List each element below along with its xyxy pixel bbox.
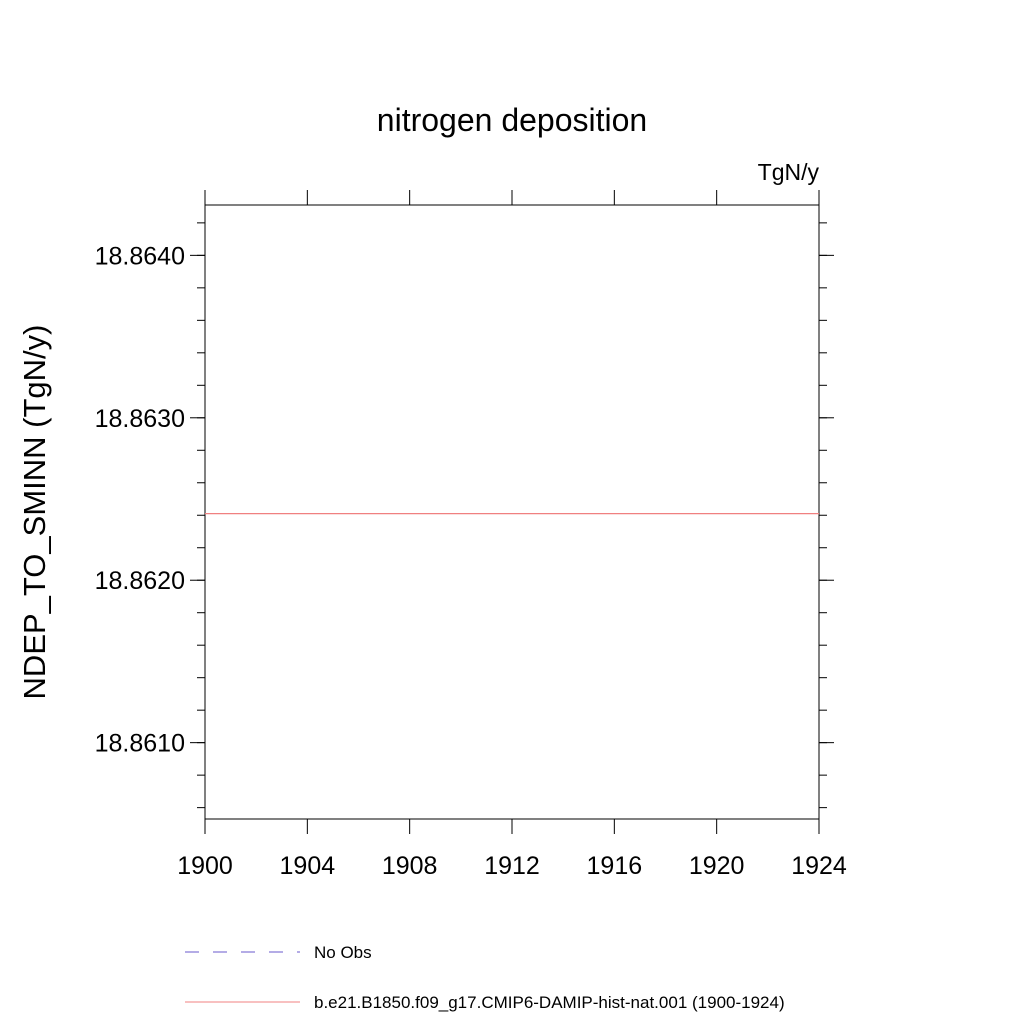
- x-tick-label-6: 1924: [791, 852, 847, 880]
- x-tick-label-5: 1920: [689, 852, 745, 880]
- y-axis-ticks: 18.8610 18.8620 18.8630 18.8640: [95, 222, 834, 809]
- x-tick-label-2: 1908: [382, 852, 438, 880]
- x-tick-label-4: 1916: [587, 852, 643, 880]
- y-tick-label-2: 18.8630: [95, 405, 185, 433]
- y-tick-label-1: 18.8620: [95, 567, 185, 595]
- x-axis-ticks: 1900 1904 1908 1912 1916 1920 1924: [177, 190, 847, 880]
- x-tick-label-3: 1912: [484, 852, 540, 880]
- x-tick-label-1: 1904: [280, 852, 336, 880]
- y-axis-label: NDEP_TO_SMINN (TgN/y): [17, 325, 52, 700]
- y-tick-label-0: 18.8610: [95, 730, 185, 758]
- plot-frame: [204, 204, 820, 820]
- chart-title: nitrogen deposition: [377, 102, 647, 138]
- units-label: TgN/y: [758, 159, 820, 185]
- y-tick-label-3: 18.8640: [95, 242, 185, 270]
- legend: No Obs b.e21.B1850.f09_g17.CMIP6-DAMIP-hi…: [185, 943, 785, 1012]
- legend-label-0: No Obs: [314, 943, 372, 962]
- x-tick-label-0: 1900: [177, 852, 233, 880]
- legend-label-1: b.e21.B1850.f09_g17.CMIP6-DAMIP-hist-nat…: [314, 993, 785, 1012]
